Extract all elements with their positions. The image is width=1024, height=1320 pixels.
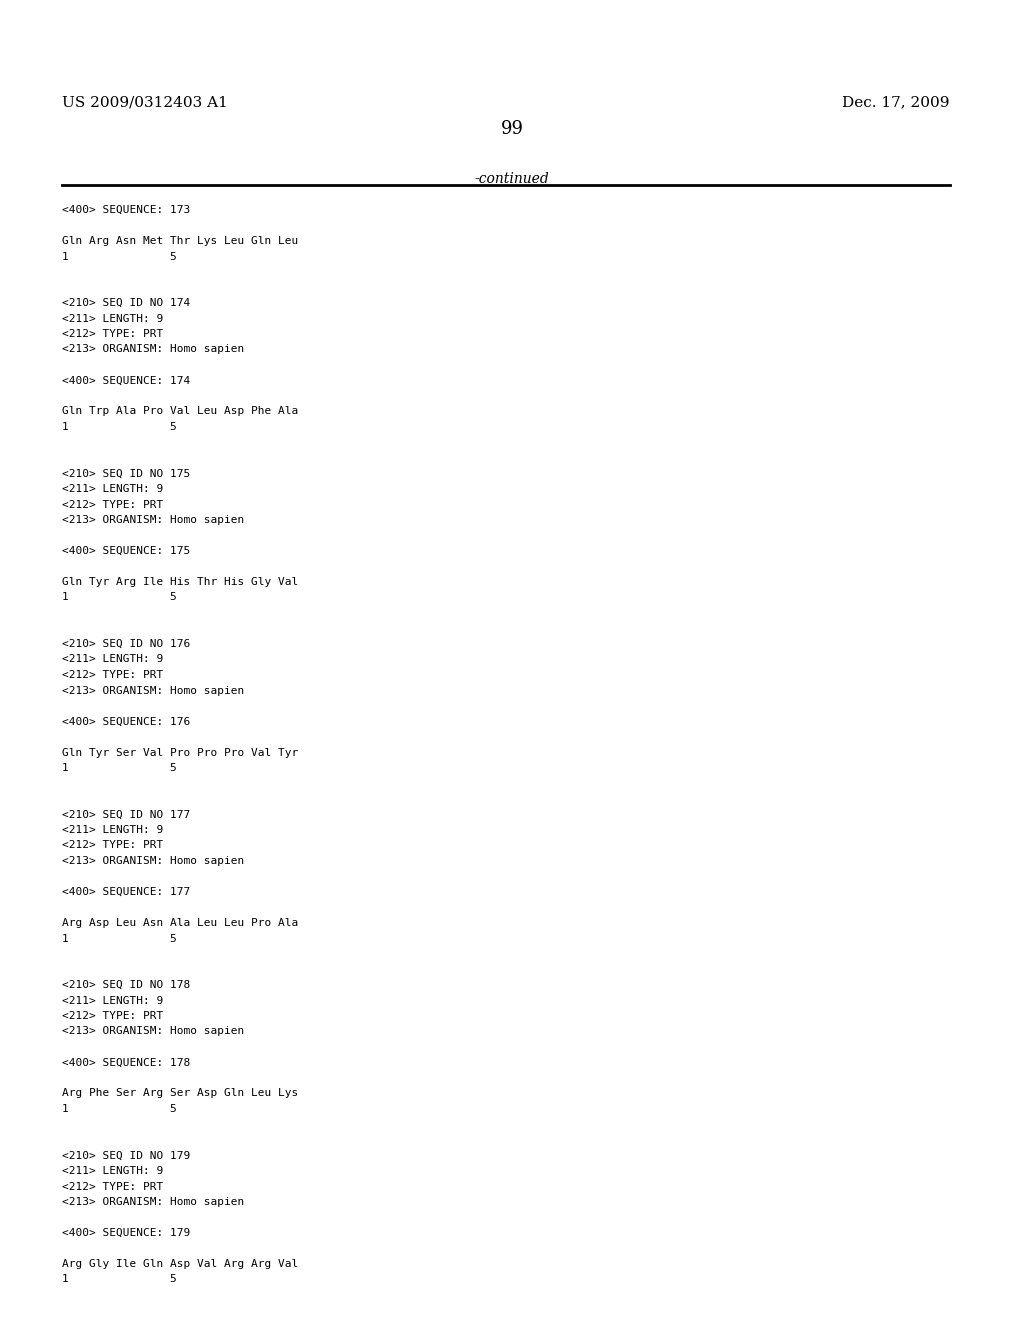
Text: 1               5: 1 5 (62, 1104, 177, 1114)
Text: <210> SEQ ID NO 177: <210> SEQ ID NO 177 (62, 809, 190, 820)
Text: <210> SEQ ID NO 179: <210> SEQ ID NO 179 (62, 1151, 190, 1160)
Text: <212> TYPE: PRT: <212> TYPE: PRT (62, 329, 163, 339)
Text: <210> SEQ ID NO 174: <210> SEQ ID NO 174 (62, 298, 190, 308)
Text: Gln Arg Asn Met Thr Lys Leu Gln Leu: Gln Arg Asn Met Thr Lys Leu Gln Leu (62, 236, 298, 246)
Text: <213> ORGANISM: Homo sapien: <213> ORGANISM: Homo sapien (62, 515, 245, 525)
Text: <211> LENGTH: 9: <211> LENGTH: 9 (62, 484, 163, 494)
Text: <212> TYPE: PRT: <212> TYPE: PRT (62, 499, 163, 510)
Text: <211> LENGTH: 9: <211> LENGTH: 9 (62, 314, 163, 323)
Text: Arg Phe Ser Arg Ser Asp Gln Leu Lys: Arg Phe Ser Arg Ser Asp Gln Leu Lys (62, 1089, 298, 1098)
Text: <400> SEQUENCE: 179: <400> SEQUENCE: 179 (62, 1228, 190, 1238)
Text: 1               5: 1 5 (62, 593, 177, 602)
Text: <212> TYPE: PRT: <212> TYPE: PRT (62, 671, 163, 680)
Text: 1               5: 1 5 (62, 763, 177, 774)
Text: <210> SEQ ID NO 175: <210> SEQ ID NO 175 (62, 469, 190, 479)
Text: <400> SEQUENCE: 173: <400> SEQUENCE: 173 (62, 205, 190, 215)
Text: <211> LENGTH: 9: <211> LENGTH: 9 (62, 655, 163, 664)
Text: <211> LENGTH: 9: <211> LENGTH: 9 (62, 825, 163, 836)
Text: <212> TYPE: PRT: <212> TYPE: PRT (62, 1181, 163, 1192)
Text: <400> SEQUENCE: 178: <400> SEQUENCE: 178 (62, 1057, 190, 1068)
Text: <400> SEQUENCE: 177: <400> SEQUENCE: 177 (62, 887, 190, 898)
Text: 1               5: 1 5 (62, 933, 177, 944)
Text: Gln Trp Ala Pro Val Leu Asp Phe Ala: Gln Trp Ala Pro Val Leu Asp Phe Ala (62, 407, 298, 417)
Text: <400> SEQUENCE: 176: <400> SEQUENCE: 176 (62, 717, 190, 726)
Text: US 2009/0312403 A1: US 2009/0312403 A1 (62, 95, 228, 110)
Text: 1               5: 1 5 (62, 422, 177, 432)
Text: <212> TYPE: PRT: <212> TYPE: PRT (62, 841, 163, 850)
Text: Gln Tyr Arg Ile His Thr His Gly Val: Gln Tyr Arg Ile His Thr His Gly Val (62, 577, 298, 587)
Text: <213> ORGANISM: Homo sapien: <213> ORGANISM: Homo sapien (62, 345, 245, 355)
Text: 99: 99 (501, 120, 523, 139)
Text: <400> SEQUENCE: 174: <400> SEQUENCE: 174 (62, 375, 190, 385)
Text: <400> SEQUENCE: 175: <400> SEQUENCE: 175 (62, 546, 190, 556)
Text: <211> LENGTH: 9: <211> LENGTH: 9 (62, 995, 163, 1006)
Text: <213> ORGANISM: Homo sapien: <213> ORGANISM: Homo sapien (62, 1197, 245, 1206)
Text: <213> ORGANISM: Homo sapien: <213> ORGANISM: Homo sapien (62, 685, 245, 696)
Text: Arg Asp Leu Asn Ala Leu Leu Pro Ala: Arg Asp Leu Asn Ala Leu Leu Pro Ala (62, 917, 298, 928)
Text: <210> SEQ ID NO 178: <210> SEQ ID NO 178 (62, 979, 190, 990)
Text: <213> ORGANISM: Homo sapien: <213> ORGANISM: Homo sapien (62, 855, 245, 866)
Text: 1               5: 1 5 (62, 1275, 177, 1284)
Text: <211> LENGTH: 9: <211> LENGTH: 9 (62, 1166, 163, 1176)
Text: -continued: -continued (475, 172, 549, 186)
Text: <210> SEQ ID NO 176: <210> SEQ ID NO 176 (62, 639, 190, 649)
Text: <213> ORGANISM: Homo sapien: <213> ORGANISM: Homo sapien (62, 1027, 245, 1036)
Text: <212> TYPE: PRT: <212> TYPE: PRT (62, 1011, 163, 1020)
Text: 1               5: 1 5 (62, 252, 177, 261)
Text: Arg Gly Ile Gln Asp Val Arg Arg Val: Arg Gly Ile Gln Asp Val Arg Arg Val (62, 1259, 298, 1269)
Text: Gln Tyr Ser Val Pro Pro Pro Val Tyr: Gln Tyr Ser Val Pro Pro Pro Val Tyr (62, 747, 298, 758)
Text: Dec. 17, 2009: Dec. 17, 2009 (843, 95, 950, 110)
